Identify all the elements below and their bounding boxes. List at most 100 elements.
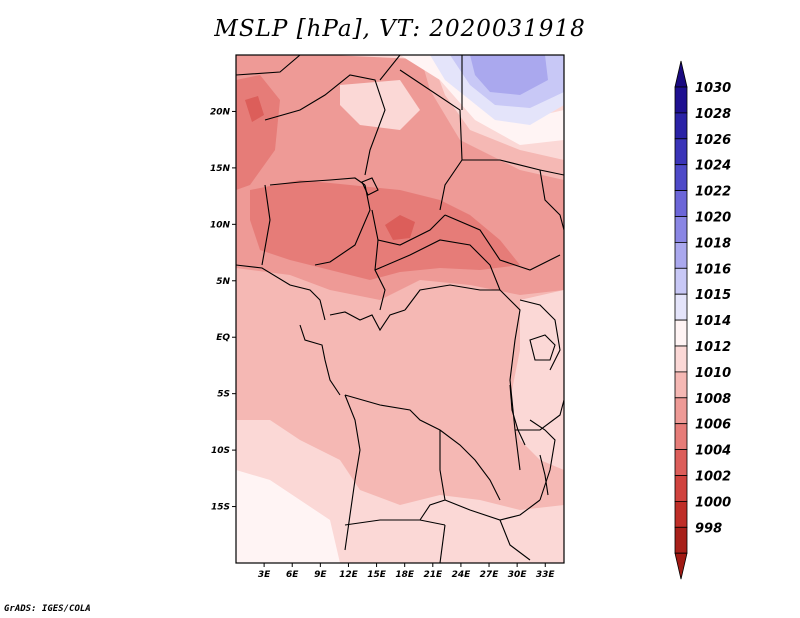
border-car-chad [377, 214, 446, 246]
colorbar-label: 1014 [695, 314, 731, 329]
border-nigeria-niger [269, 177, 366, 186]
latitude-axis: 20N 15N 10N 5N EQ 5S 10S 15S [210, 107, 236, 513]
grads-credit: GrADS: IGES/COLA [4, 604, 91, 614]
border-west-coast [236, 264, 326, 321]
border-namibia [344, 519, 446, 526]
lon-tick-label: 18E [395, 570, 415, 580]
lat-tick-label: EQ [216, 333, 230, 343]
lake-chad [361, 177, 379, 196]
border-sahara-north [236, 55, 301, 76]
colorbar-swatch [674, 241, 688, 269]
field-1014-southwest [236, 470, 340, 563]
colorbar-label: 1030 [695, 81, 731, 96]
border-angola-coast [344, 394, 361, 551]
field-1018-north [470, 55, 548, 95]
colorbar-label: 1012 [695, 340, 731, 355]
lat-tick-label: 10N [210, 220, 231, 230]
border-mozambique [529, 419, 556, 501]
lon-tick-label: 21E [423, 570, 443, 580]
map-title: MSLP [hPa], VT: 2020031918 [214, 16, 586, 42]
colorbar-swatch [674, 164, 688, 191]
colorbar-label: 1024 [695, 159, 731, 174]
colorbar-top-arrow [674, 60, 688, 88]
colorbar-swatch [674, 86, 688, 114]
lat-tick-label: 15S [211, 503, 230, 513]
colorbar-label: 998 [695, 521, 722, 536]
colorbar-swatch [674, 371, 688, 399]
colorbar-label: 1006 [695, 418, 731, 433]
colorbar-swatch [674, 500, 688, 528]
lake-victoria [529, 334, 556, 361]
field-1006-central [250, 180, 520, 280]
lat-tick-label: 5S [217, 390, 230, 400]
colorbar-label: 1010 [695, 366, 731, 381]
lat-tick-label: 10S [211, 446, 230, 456]
colorbar-swatch [674, 475, 688, 502]
lon-tick-label: 33E [536, 570, 556, 580]
colorbar-label: 1022 [695, 185, 731, 200]
border-niger-west [264, 74, 386, 176]
colorbar-swatch [674, 526, 688, 554]
border-drc-north [404, 284, 500, 311]
border-sudan [462, 159, 564, 176]
field-1012-east [510, 290, 564, 470]
border-nigeria-benin [261, 184, 271, 266]
colorbar-swatch [674, 267, 688, 295]
colorbar-label: 1002 [695, 470, 731, 485]
colorbar-swatch [674, 423, 688, 451]
colorbar-swatch [674, 345, 688, 373]
lat-tick-label: 15N [210, 164, 231, 174]
lon-tick-label: 30E [508, 570, 528, 580]
colorbar-swatch [674, 216, 688, 243]
map-frame [235, 54, 565, 564]
border-botswana [439, 524, 446, 563]
lake-malawi [539, 454, 549, 496]
lon-tick-label: 9E [314, 570, 327, 580]
field-1004-spot-west [245, 96, 264, 122]
lon-tick-label: 15E [367, 570, 387, 580]
colorbar-label: 1028 [695, 107, 731, 122]
colorbar-swatch [674, 190, 688, 217]
colorbar-swatch [674, 138, 688, 166]
lon-tick-label: 6E [286, 570, 299, 580]
coast-gulf-guinea [299, 324, 341, 396]
longitude-axis: 3E 6E 9E 12E 15E 18E 21E 24E 27E 30E 33E [258, 563, 556, 580]
border-uganda-kenya [519, 299, 561, 371]
lat-tick-label: 20N [210, 107, 231, 117]
colorbar-label: 1020 [695, 211, 731, 226]
lon-tick-label: 27E [480, 570, 500, 580]
border-tanzania [515, 399, 564, 431]
country-borders [236, 55, 564, 563]
colorbar-label: 1008 [695, 392, 731, 407]
colorbar-swatch [674, 449, 688, 476]
colorbar-swatch [674, 112, 688, 140]
lon-tick-label: 12E [339, 570, 359, 580]
lat-tick-label: 5N [216, 277, 230, 287]
border-ethiopia [539, 169, 564, 231]
colorbar-label: 1026 [695, 133, 731, 148]
border-gabon-congo [329, 309, 406, 332]
border-nigeria-cameroon [314, 184, 371, 266]
border-drc-east [499, 289, 521, 471]
field-1012-sahara [340, 80, 420, 130]
border-chad-west [379, 55, 401, 81]
colorbar: 1030 1028 1026 1024 1022 1020 1018 1016 1015 1014… [674, 60, 731, 580]
lon-tick-label: 3E [258, 570, 271, 580]
colorbar-swatch [674, 319, 688, 347]
field-1004-spot [385, 215, 415, 240]
colorbar-swatch [674, 397, 688, 425]
colorbar-swatch [674, 293, 688, 321]
colorbar-label: 1018 [695, 236, 731, 251]
colorbar-label: 1004 [695, 444, 731, 459]
border-sudan-south [444, 214, 561, 271]
colorbar-label: 1000 [695, 495, 731, 510]
colorbar-bottom-arrow [674, 552, 688, 580]
lon-tick-label: 24E [452, 570, 472, 580]
pressure-field [236, 55, 564, 563]
colorbar-label: 1016 [695, 262, 731, 277]
border-zimbabwe [499, 519, 531, 561]
lake-tanganyika [509, 384, 526, 446]
colorbar-label: 1015 [695, 288, 731, 303]
border-car-south [374, 239, 501, 291]
